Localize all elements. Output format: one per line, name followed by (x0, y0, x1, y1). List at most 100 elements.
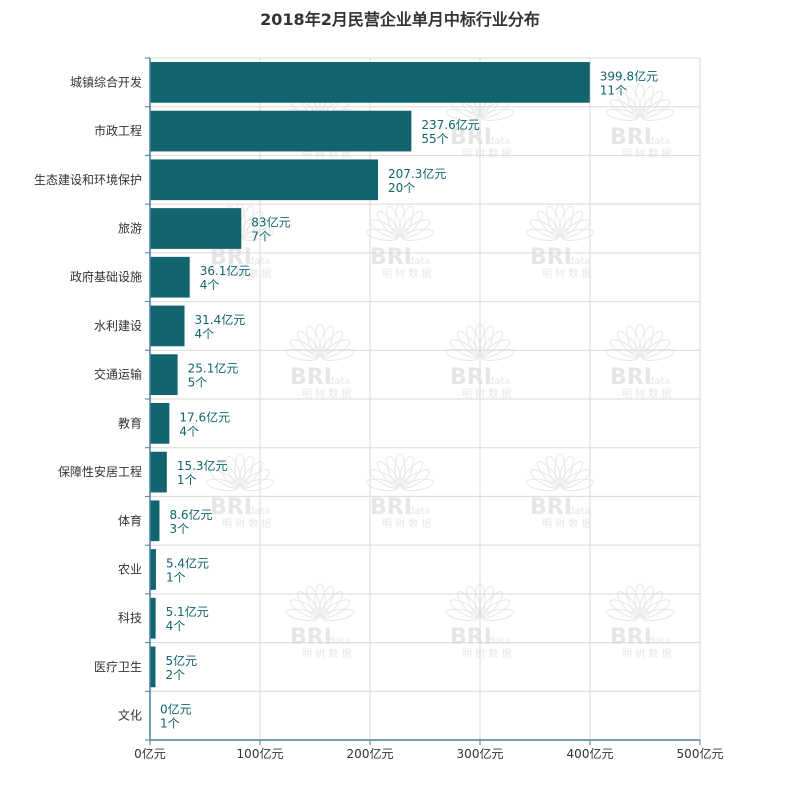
watermark-brand: BRI (290, 625, 332, 650)
x-tick-label: 300亿元 (457, 746, 504, 761)
watermark-leaf (241, 478, 275, 492)
category-label: 生态建设和环境保护 (34, 172, 142, 187)
bar-count-label: 4个 (200, 278, 220, 292)
x-tick-label: 400亿元 (567, 746, 614, 761)
watermark-leaf (641, 108, 675, 122)
watermark-sub: 明 树 数 据 (302, 647, 352, 660)
watermark-brand-suffix: data (648, 376, 671, 387)
watermark-leaf (234, 453, 246, 487)
watermark-brand: BRI (610, 365, 652, 390)
watermark-brand: BRI (450, 125, 492, 150)
watermark-leaf (314, 323, 326, 357)
watermark-brand-suffix: data (488, 136, 511, 147)
bar-count-label: 4个 (166, 619, 186, 633)
bar-value-label: 0亿元 (160, 702, 192, 717)
bar (150, 305, 185, 347)
bar-count-label: 1个 (160, 717, 180, 731)
watermark-sub: 明 树 数 据 (222, 267, 272, 280)
watermark-brand-suffix: data (328, 636, 351, 647)
watermark-sub: 明 树 数 据 (462, 647, 512, 660)
x-tick-label: 100亿元 (237, 746, 284, 761)
watermark-brand: BRI (210, 495, 252, 520)
watermark-brand-suffix: data (648, 136, 671, 147)
watermark-brand: BRI (370, 245, 412, 270)
x-tick-label: 200亿元 (347, 746, 394, 761)
bar (150, 646, 156, 688)
bar-layer (150, 62, 590, 688)
bar-count-label: 55个 (421, 132, 448, 146)
watermark-leaf (321, 608, 355, 622)
watermark-brand-suffix: data (248, 506, 271, 517)
category-label: 旅游 (118, 222, 142, 236)
watermark-leaf (554, 453, 566, 487)
bar-count-label: 3个 (169, 522, 189, 536)
bar-value-label: 237.6亿元 (421, 117, 479, 132)
watermark-sub: 明 树 数 据 (462, 387, 512, 400)
bar (150, 110, 412, 152)
watermark-leaf (481, 608, 515, 622)
watermark-brand-suffix: data (488, 376, 511, 387)
watermark-leaf (401, 228, 435, 242)
axis-layer: 0亿元 100亿元 200亿元 300亿元 400亿元 500亿元 (134, 57, 723, 761)
watermark-sub: 明 树 数 据 (542, 517, 592, 530)
category-label: 保障性安居工程 (58, 464, 142, 479)
bar-count-label: 4个 (195, 327, 215, 341)
category-label: 政府基础设施 (70, 269, 142, 284)
bar-value-label: 15.3亿元 (177, 458, 228, 473)
bar-count-label: 5个 (188, 376, 208, 390)
watermark-brand: BRI (450, 365, 492, 390)
watermark-brand-suffix: data (648, 636, 671, 647)
category-label: 教育 (118, 415, 142, 430)
watermark-brand: BRI (530, 495, 572, 520)
watermark-sub: 明 树 数 据 (622, 147, 672, 160)
watermark-brand: BRI (370, 495, 412, 520)
bar-count-label: 1个 (166, 571, 186, 585)
bar (150, 403, 170, 444)
watermark-sub: 明 树 数 据 (462, 147, 512, 160)
category-label: 文化 (118, 708, 142, 723)
watermark-sub: 明 树 数 据 (382, 517, 432, 530)
category-label: 市政工程 (94, 123, 142, 138)
bar (150, 354, 178, 395)
watermark-brand: BRI (610, 125, 652, 150)
bar-value-label: 5亿元 (166, 653, 198, 668)
bar-value-label: 25.1亿元 (188, 361, 239, 376)
bar (150, 256, 190, 298)
bar (150, 62, 590, 103)
watermark-leaf (241, 228, 275, 242)
bar (150, 159, 379, 201)
watermark-leaf (314, 583, 326, 617)
watermark-brand-suffix: data (248, 256, 271, 267)
bar (150, 549, 156, 590)
x-tick-label: 0亿元 (134, 746, 166, 761)
bar-count-label: 20个 (388, 181, 415, 195)
watermark-leaf (394, 453, 406, 487)
bar-count-label: 2个 (166, 668, 186, 682)
watermark-brand: BRI (530, 245, 572, 270)
bar-count-label: 11个 (600, 83, 627, 97)
bar-value-label: 36.1亿元 (200, 263, 251, 278)
watermark-leaf (394, 203, 406, 237)
bar-value-label: 83亿元 (251, 215, 290, 230)
watermark-brand-suffix: data (408, 506, 431, 517)
bar (150, 500, 160, 542)
watermark-brand-suffix: data (408, 256, 431, 267)
watermark-brand: BRI (450, 625, 492, 650)
bar-value-label: 31.4亿元 (195, 312, 246, 327)
category-label: 水利建设 (94, 319, 142, 333)
watermark-brand: BRI (210, 245, 252, 270)
bar-count-label: 1个 (177, 473, 197, 487)
watermark-leaf (641, 608, 675, 622)
